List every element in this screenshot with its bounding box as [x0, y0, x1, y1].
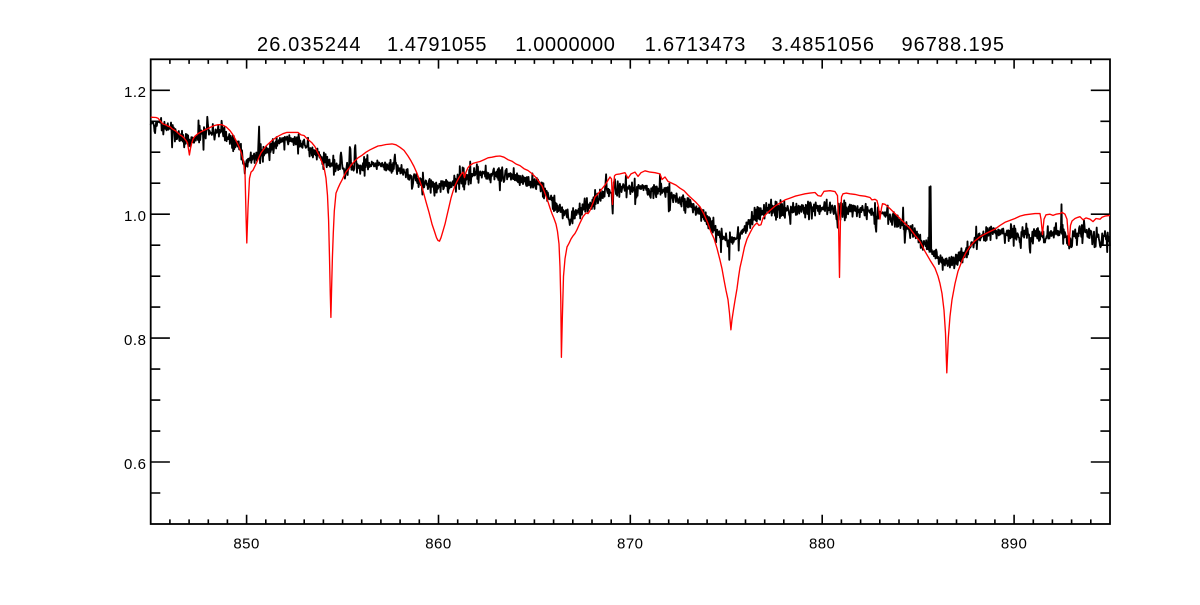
svg-text:3.4851056: 3.4851056: [772, 34, 875, 56]
svg-text:860: 860: [425, 536, 452, 553]
svg-text:96788.195: 96788.195: [902, 34, 1005, 56]
svg-text:1.4791055: 1.4791055: [387, 34, 487, 56]
svg-text:850: 850: [233, 536, 260, 553]
svg-text:1.0000000: 1.0000000: [515, 34, 615, 56]
svg-text:890: 890: [1001, 536, 1028, 553]
svg-text:0.8: 0.8: [124, 332, 147, 349]
svg-text:0.6: 0.6: [124, 456, 147, 473]
svg-text:880: 880: [809, 536, 836, 553]
svg-text:870: 870: [617, 536, 644, 553]
svg-text:1.2: 1.2: [124, 84, 147, 101]
svg-text:26.035244: 26.035244: [257, 34, 361, 56]
svg-text:1.6713473: 1.6713473: [645, 34, 746, 56]
svg-text:1.0: 1.0: [124, 208, 147, 225]
